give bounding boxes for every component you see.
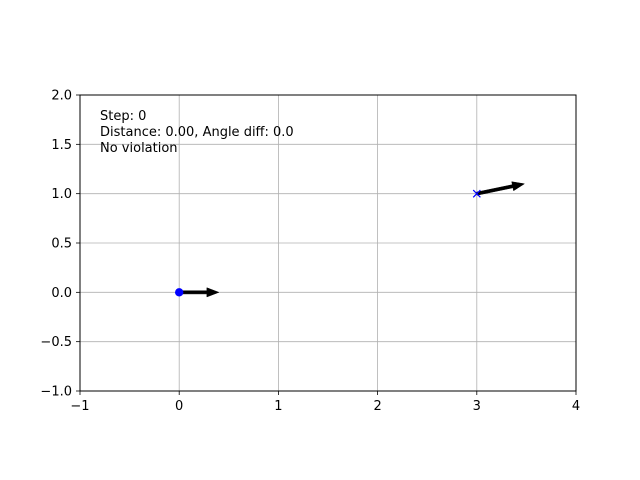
y-tick-label: −1.0 (40, 385, 72, 400)
heading-arrow (178, 287, 220, 298)
y-tick-label: 1.5 (51, 138, 72, 153)
annotation-distance: Distance: 0.00, Angle diff: 0.0 (100, 125, 294, 140)
x-tick-label: 1 (274, 399, 282, 414)
y-tick-label: 1.0 (51, 187, 72, 202)
target-marker (472, 189, 481, 198)
y-tick-label: 2.0 (51, 89, 72, 104)
target-marker-stroke (472, 189, 481, 198)
y-tick-label: 0.0 (51, 286, 72, 301)
ticks-layer: −1 0 1 2 3 4 −1.0 −0.5 0.0 0.5 1.0 1.5 2.0 (40, 89, 580, 415)
x-tick-label: 0 (175, 399, 183, 414)
agent-marker (175, 288, 184, 297)
annotation-layer: Step: 0 Distance: 0.00, Angle diff: 0.0 … (100, 109, 294, 156)
x-tick-label: 2 (373, 399, 381, 414)
x-tick-label: −1 (70, 399, 89, 414)
x-tick-label: 4 (572, 399, 580, 414)
x-tick-label: 3 (473, 399, 481, 414)
annotation-violation: No violation (100, 141, 178, 156)
marks-layer (175, 181, 526, 298)
annotation-step: Step: 0 (100, 109, 146, 124)
y-tick-label: −0.5 (40, 335, 72, 350)
y-tick-label: 0.5 (51, 237, 72, 252)
heading-arrow (476, 181, 526, 196)
